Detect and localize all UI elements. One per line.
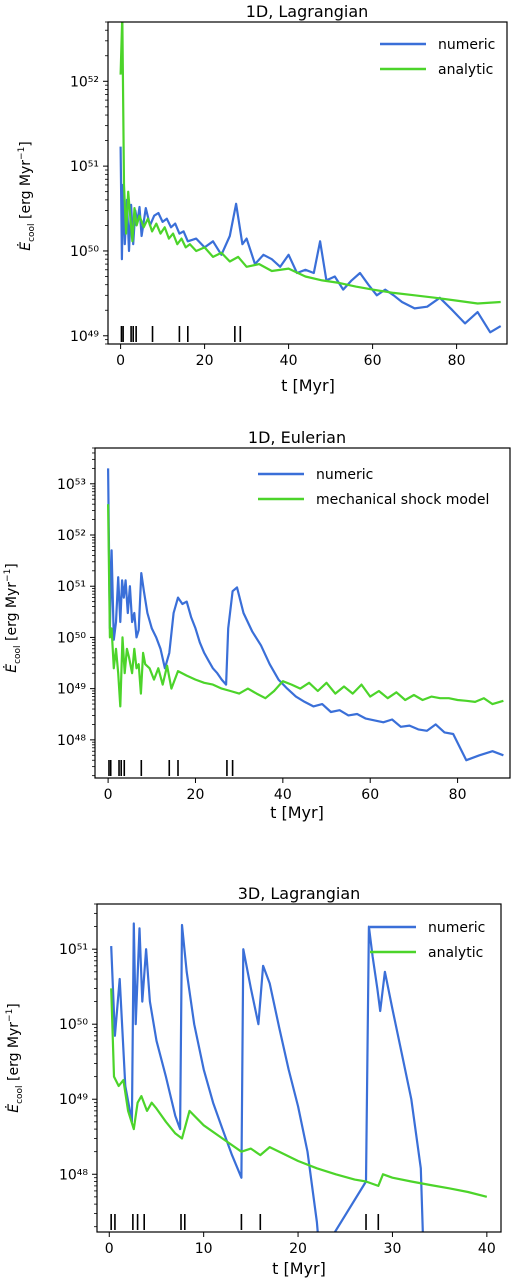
- legend: numeric mechanical shock model: [258, 467, 489, 508]
- y-tick-label: 10⁴⁹: [70, 329, 99, 345]
- x-tick-label: 20: [289, 1241, 307, 1257]
- legend-label: mechanical shock model: [316, 492, 489, 508]
- y-axis-label: Ėcool [erg Myr−1]: [4, 1003, 25, 1113]
- y-tick-label: 10⁵²: [70, 74, 99, 90]
- y-tick-label: 10⁴⁸: [57, 733, 86, 749]
- series-line-analytic: [110, 988, 488, 1198]
- series-line-analytic: [119, 22, 501, 305]
- y-tick-label: 10⁵⁰: [57, 630, 86, 646]
- x-tick-label: 0: [116, 353, 125, 369]
- chart-title: 1D, Lagrangian: [246, 2, 369, 21]
- panel-1d-lagrangian: 1D, Lagrangian 0 20 40 60 80 10⁴⁹ 10⁵⁰ 10⁵¹ 10⁵²…: [16, 2, 508, 395]
- series-line-numeric: [107, 468, 504, 762]
- y-tick-label: 10⁴⁹: [57, 682, 86, 698]
- x-tick-label: 60: [361, 787, 379, 803]
- y-tick-label: 10⁵¹: [70, 159, 99, 175]
- x-tick-label: 40: [280, 353, 298, 369]
- x-tick-label: 20: [187, 787, 205, 803]
- x-axis-label: t [Myr]: [270, 803, 324, 822]
- y-tick-label: 10⁴⁹: [59, 1092, 88, 1108]
- legend-label: analytic: [438, 62, 493, 78]
- series-line-mechanical-shock-model: [107, 504, 504, 708]
- legend-label: numeric: [316, 467, 373, 483]
- plot-area: 0 20 40 60 80 10⁴⁸ 10⁴⁹ 10⁵⁰ 10⁵¹ 10⁵² 10⁵³: [57, 447, 511, 803]
- y-tick-label: 10⁵³: [57, 477, 86, 493]
- y-tick-label: 10⁵⁰: [59, 1017, 88, 1033]
- y-tick-label: 10⁵¹: [59, 942, 88, 958]
- x-tick-label: 40: [274, 787, 292, 803]
- x-axis-label: t [Myr]: [281, 376, 335, 395]
- legend-label: numeric: [428, 920, 485, 936]
- chart-title: 3D, Lagrangian: [238, 884, 361, 903]
- x-tick-label: 0: [105, 1241, 114, 1257]
- x-tick-label: 80: [448, 353, 466, 369]
- x-tick-label: 20: [196, 353, 214, 369]
- y-tick-label: 10⁵²: [57, 528, 86, 544]
- y-axis-label: Ėcool [erg Myr−1]: [2, 563, 23, 673]
- panel-3d-lagrangian: 3D, Lagrangian 0 10 20 30 40 10⁴⁸ 10⁴⁹ 10⁵⁰ 10⁵¹…: [4, 884, 502, 1278]
- axes-frame: [107, 21, 508, 345]
- x-tick-label: 80: [449, 787, 467, 803]
- axes-frame: [96, 903, 502, 1233]
- y-axis-label: Ėcool [erg Myr−1]: [16, 141, 37, 251]
- x-tick-label: 0: [104, 787, 113, 803]
- legend-label: analytic: [428, 945, 483, 961]
- legend: numeric analytic: [380, 37, 495, 78]
- x-tick-label: 60: [364, 353, 382, 369]
- legend: numeric analytic: [370, 920, 485, 961]
- x-tick-label: 30: [384, 1241, 402, 1257]
- y-tick-label: 10⁴⁸: [59, 1167, 88, 1183]
- x-tick-label: 40: [478, 1241, 496, 1257]
- x-axis-label: t [Myr]: [272, 1259, 326, 1278]
- legend-label: numeric: [438, 37, 495, 53]
- panel-1d-eulerian: 1D, Eulerian 0 20 40 60 80 10⁴⁸ 10⁴⁹ 10⁵⁰ 10⁵¹ 10…: [2, 428, 511, 822]
- y-tick-label: 10⁵¹: [57, 579, 86, 595]
- series-line-numeric: [110, 922, 424, 1232]
- x-tick-label: 10: [195, 1241, 213, 1257]
- plot-area: 0 10 20 30 40 10⁴⁸ 10⁴⁹ 10⁵⁰ 10⁵¹: [59, 903, 502, 1257]
- y-tick-label: 10⁵⁰: [70, 244, 99, 260]
- plot-area: 0 20 40 60 80 10⁴⁹ 10⁵⁰ 10⁵¹ 10⁵²: [70, 21, 508, 369]
- chart-title: 1D, Eulerian: [248, 428, 346, 447]
